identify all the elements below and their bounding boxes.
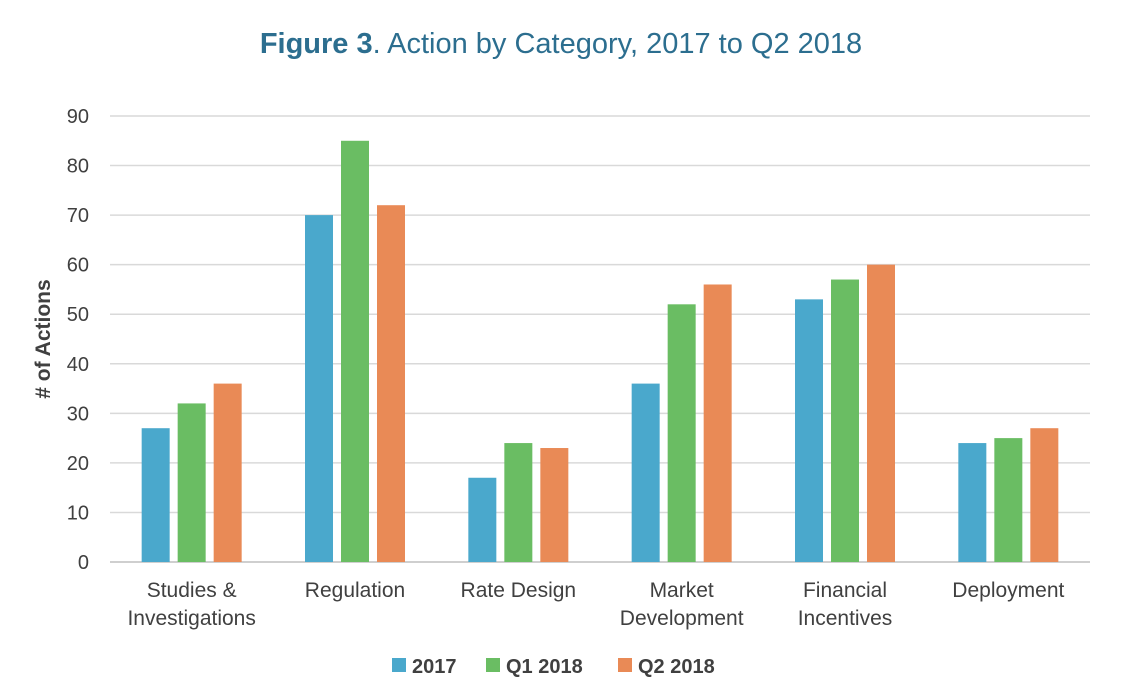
bar: [1030, 428, 1059, 562]
legend-label: Q1 2018: [506, 656, 583, 678]
bar: [958, 443, 987, 562]
bar: [377, 205, 405, 562]
bar: [504, 443, 533, 562]
x-tick-label: Investigations: [127, 607, 255, 630]
chart-title-rest: . Action by Category, 2017 to Q2 2018: [372, 28, 863, 60]
y-tick-label: 70: [67, 205, 89, 227]
bar: [141, 428, 170, 562]
legend-label: 2017: [412, 656, 457, 678]
y-axis-label: # of Actions: [32, 279, 55, 398]
bar: [305, 215, 333, 562]
y-tick-label: 90: [67, 106, 89, 128]
bar: [177, 403, 206, 562]
y-tick-label: 10: [67, 502, 89, 524]
y-tick-label: 80: [67, 156, 89, 178]
y-tick-label: 30: [67, 403, 89, 425]
bars: [141, 140, 1059, 562]
y-tick-label: 20: [67, 453, 89, 475]
legend-swatch: [486, 658, 500, 672]
legend-swatch: [618, 658, 632, 672]
y-tick-label: 60: [67, 255, 89, 277]
legend-swatch: [392, 658, 406, 672]
bar: [867, 264, 895, 562]
chart-title: Figure 3. Action by Category, 2017 to Q2…: [0, 28, 1122, 61]
y-axis-ticks: 0 10 20 30 40 50 60 70 80 90: [67, 106, 89, 574]
bar: [631, 383, 660, 562]
x-tick-label: Market: [650, 579, 714, 602]
bar: [994, 438, 1023, 562]
x-tick-label: Regulation: [305, 579, 405, 602]
y-tick-label: 0: [78, 552, 89, 574]
bar: [540, 448, 569, 562]
x-tick-label: Incentives: [798, 607, 893, 630]
bar: [703, 284, 732, 562]
legend-label: Q2 2018: [638, 656, 715, 678]
gridlines: [110, 115, 1090, 563]
bar: [795, 299, 823, 562]
chart-title-bold: Figure 3: [259, 28, 373, 60]
bar: [667, 304, 696, 562]
bar: [341, 140, 369, 562]
x-tick-label: Development: [620, 607, 744, 630]
y-tick-label: 50: [67, 304, 89, 326]
bar: [831, 279, 859, 562]
x-tick-label: Financial: [803, 579, 887, 602]
bar: [213, 383, 242, 562]
x-tick-label: Rate Design: [461, 579, 577, 602]
y-tick-label: 40: [67, 354, 89, 376]
x-axis-labels: Studies & Investigations Regulation Rate De…: [127, 579, 1064, 630]
x-tick-label: Deployment: [952, 579, 1064, 602]
x-tick-label: Studies &: [147, 579, 237, 602]
bar: [468, 477, 497, 562]
legend: 2017 Q1 2018 Q2 2018: [392, 656, 715, 678]
